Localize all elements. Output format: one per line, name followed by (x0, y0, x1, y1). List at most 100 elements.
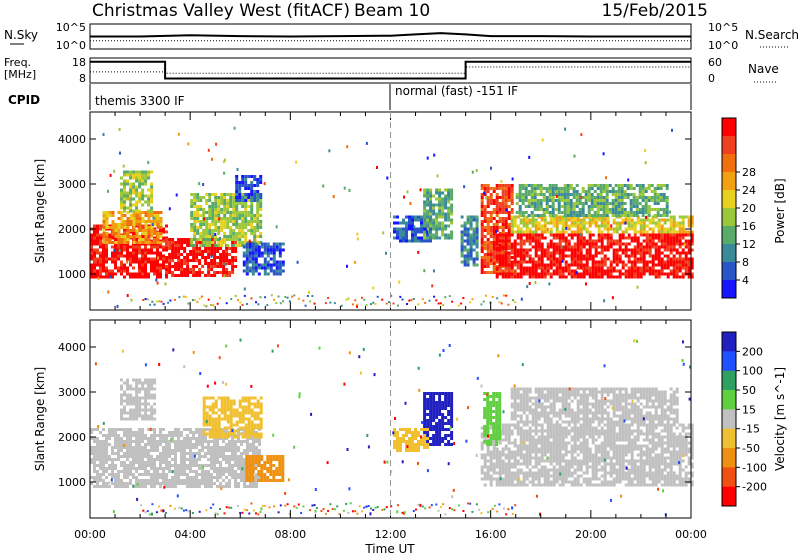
heat-cell (105, 269, 108, 273)
heat-cell (202, 399, 206, 403)
heat-cell (605, 196, 609, 199)
heat-cell (246, 303, 248, 305)
heat-cell (567, 233, 571, 237)
heat-cell (183, 458, 186, 461)
heat-cell (580, 196, 583, 200)
heat-cell (576, 272, 580, 276)
heat-cell (217, 232, 221, 235)
heat-cell (114, 226, 118, 229)
heat-cell (126, 396, 129, 400)
heat-cell (202, 183, 205, 186)
heat-cell (202, 405, 206, 409)
heat-cell (141, 211, 145, 214)
heat-cell (213, 482, 216, 485)
heat-cell (180, 244, 184, 247)
heat-cell (597, 251, 601, 255)
heat-cell (183, 482, 186, 485)
heat-cell (489, 214, 493, 217)
heat-cell (600, 239, 604, 243)
heat-cell (489, 253, 493, 256)
heat-cell (463, 245, 467, 249)
heat-cell (141, 408, 145, 412)
heat-cell (537, 221, 541, 225)
heat-cell (263, 266, 267, 270)
heat-cell (240, 443, 243, 446)
heat-cell (144, 455, 147, 458)
heat-cell (432, 212, 436, 216)
heat-cell (504, 193, 508, 196)
heat-cell (228, 458, 231, 461)
heat-cell (284, 295, 287, 298)
heat-cell (96, 257, 99, 261)
heat-cell (220, 396, 224, 400)
heat-cell (633, 260, 637, 264)
heat-cell (653, 187, 657, 190)
heat-cell (675, 230, 679, 234)
heat-cell (630, 236, 634, 240)
heat-cell (102, 428, 105, 431)
heat-cell (657, 236, 661, 240)
heat-cell (220, 199, 224, 202)
heat-cell (217, 214, 221, 217)
heat-cell (135, 443, 138, 446)
heat-cell (214, 402, 218, 406)
heat-cell (599, 214, 603, 217)
heat-cell (681, 233, 685, 237)
heat-cell (96, 437, 99, 440)
heat-cell (636, 242, 640, 246)
heat-cell (354, 260, 357, 264)
heat-cell (123, 248, 126, 252)
heat-cell (162, 230, 165, 234)
heat-cell (641, 196, 645, 199)
heat-cell (162, 257, 165, 261)
heat-cell (132, 173, 136, 177)
heat-cell (244, 432, 248, 436)
heat-cell (543, 236, 547, 240)
heat-cell (202, 208, 206, 211)
heat-cell (232, 214, 236, 217)
heat-cell (579, 266, 583, 270)
heat-cell (602, 202, 606, 205)
heat-cell (189, 437, 192, 440)
heat-cell (602, 196, 606, 199)
heat-cell (111, 446, 114, 449)
heat-cell (165, 271, 169, 274)
heat-cell (165, 274, 169, 277)
heat-cell (252, 449, 255, 452)
heat-cell (241, 205, 245, 208)
heat-cell (198, 452, 201, 455)
heat-cell (278, 245, 282, 249)
heat-cell (153, 272, 156, 276)
heat-cell (234, 247, 238, 250)
heat-cell (120, 226, 124, 229)
heat-cell (429, 209, 433, 213)
heat-cell (539, 193, 543, 196)
heat-cell (126, 223, 130, 226)
heat-cell (114, 437, 117, 440)
heat-cell (348, 188, 351, 192)
heat-cell (539, 205, 543, 208)
heat-cell (223, 396, 227, 400)
heat-cell (123, 263, 126, 267)
heat-cell (223, 405, 227, 409)
heat-cell (426, 188, 430, 192)
heat-cell (588, 224, 592, 228)
nsearch-label: N.Search (745, 28, 799, 42)
heat-cell (624, 269, 628, 273)
heat-cell (666, 233, 670, 237)
heat-cell (584, 199, 588, 202)
heat-cell (687, 275, 691, 279)
heat-cell (138, 269, 141, 273)
heat-cell (608, 202, 612, 205)
heat-cell (162, 452, 165, 455)
heat-cell (275, 242, 279, 246)
heat-cell (549, 221, 553, 225)
heat-cell (135, 390, 139, 394)
heat-cell (153, 266, 156, 270)
heat-cell (269, 248, 273, 252)
heat-cell (382, 231, 385, 235)
heat-cell (144, 443, 147, 446)
heat-cell (204, 250, 208, 253)
heat-cell (186, 271, 190, 274)
heat-cell (469, 251, 473, 255)
